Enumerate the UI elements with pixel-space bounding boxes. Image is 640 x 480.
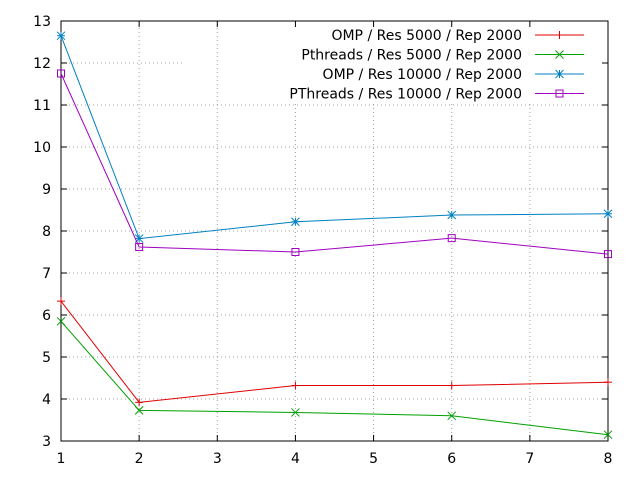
series-3 [56,31,613,243]
x-tick-label-3: 3 [213,451,222,467]
legend-item-2: Pthreads / Res 5000 / Rep 2000 [301,48,584,64]
y-tick-label-12: 12 [33,56,51,72]
legend-marker-2 [555,50,564,59]
legend-marker-4 [555,89,564,98]
series-1-line [60,300,609,403]
legend-marker-2-d2 [555,50,564,59]
legend-marker-3-d2 [555,69,564,79]
x-tick-label-8: 8 [604,451,613,467]
legend-label-1: OMP / Res 5000 / Rep 2000 [331,28,522,44]
series-3-point-5 [603,209,613,219]
legend-marker-1 [555,31,564,39]
series-3-point-5-d2 [603,209,613,219]
series-4-point-2-sq [135,242,144,251]
y-tick-label-13: 13 [33,14,51,30]
y-tick-label-3: 3 [42,434,51,450]
series-4-point-5 [604,250,612,259]
y-tick-label-4: 4 [42,392,51,408]
series-2-point-2-d2 [134,405,144,415]
series-1-point-4 [447,381,456,390]
series-3-point-3 [291,217,300,227]
series-3-point-1-d2 [56,31,66,41]
x-tick-label-4: 4 [291,451,300,467]
series-4-point-3 [291,248,300,256]
series-1-point-3 [291,381,300,390]
x-tick-label-5: 5 [369,451,378,467]
x-tick-label-2: 2 [135,451,144,467]
y-tick-label-9: 9 [42,182,51,198]
series-3-point-3-d2 [291,217,300,227]
series-2-point-3 [291,408,300,417]
series-1-point-1 [57,297,65,306]
series-2-point-5 [603,430,613,440]
grid-lines [61,21,608,441]
y-tick-label-6: 6 [42,308,51,324]
series-3-point-1 [56,31,66,41]
series-2-point-4-d2 [447,411,457,421]
series-4-point-2 [135,242,144,251]
series-2-point-5-d2 [603,430,613,440]
x-tick-label-7: 7 [525,451,534,467]
series-4 [57,69,612,259]
legend-marker-4-sq [555,89,564,98]
series-3-point-4-d2 [447,210,457,220]
legend-item-3: OMP / Res 10000 / Rep 2000 [323,67,584,83]
y-tick-label-7: 7 [42,266,51,282]
legend-label-2: Pthreads / Res 5000 / Rep 2000 [301,48,522,64]
legend-label-3: OMP / Res 10000 / Rep 2000 [323,67,522,83]
series-4-point-1 [57,69,65,78]
x-tick-label-6: 6 [447,451,456,467]
x-tick-label-1: 1 [57,451,66,467]
series-2 [56,316,613,440]
series-2-line [60,320,609,436]
series-4-point-1-sq [57,69,65,78]
legend-label-4: PThreads / Res 10000 / Rep 2000 [289,87,522,103]
series-4-point-4-sq [447,234,456,243]
series-1-point-2 [135,398,144,407]
series-1-point-5 [604,378,612,387]
legend: OMP / Res 5000 / Rep 2000 Pthreads / Res … [289,28,584,103]
y-tick-label-8: 8 [42,224,51,240]
legend-marker-3 [555,69,564,79]
series-4-point-5-sq [604,250,612,259]
series-1 [57,297,612,407]
series-4-point-4 [447,234,456,243]
series-2-point-4 [447,411,457,421]
series-4-line [60,73,609,255]
series-2-point-1 [56,316,66,326]
series-2-point-3-d2 [291,408,300,417]
series-2-point-1-d2 [56,316,66,326]
data-series [56,31,613,440]
legend-item-1: OMP / Res 5000 / Rep 2000 [331,28,584,44]
legend-item-4: PThreads / Res 10000 / Rep 2000 [289,87,584,103]
series-2-point-2 [134,405,144,415]
series-4-point-3-sq [291,248,300,256]
series-3-point-4 [447,210,457,220]
y-tick-label-5: 5 [42,350,51,366]
y-tick-label-10: 10 [33,140,51,156]
y-tick-label-11: 11 [33,98,51,114]
